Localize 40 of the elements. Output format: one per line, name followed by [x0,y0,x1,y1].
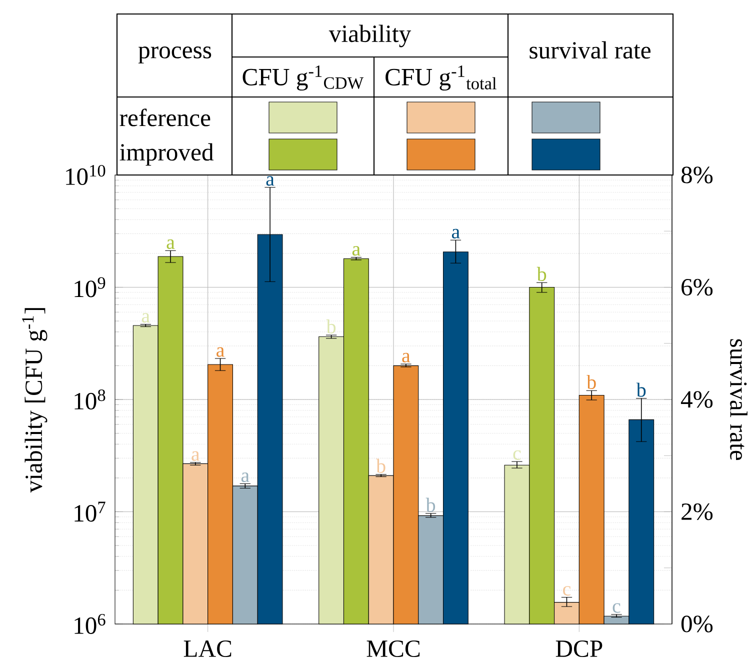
data-label: b [426,498,436,512]
legend-label: improved [120,143,214,166]
data-label: b [586,374,596,389]
y2-tick-label: 8% [681,166,713,184]
legend-title: process [138,46,212,64]
data-label: c [612,603,620,613]
y-tick-label: 10$^{10}$ [66,164,106,186]
y2-tick-label: 6% [682,278,713,296]
y-tick-label: 10$^{7}$ [74,502,106,522]
data-label: b [636,382,646,397]
x-tick-label: LAC [184,640,232,658]
y2-tick-label: 0% [681,616,713,632]
y-tick-label: 10$^{9}$ [74,277,106,298]
data-label: a [452,228,460,238]
text: CFU g$^{-1}$CDW [242,65,364,91]
text: survival rate [530,41,650,59]
data-label: a [142,313,150,323]
data-label: b [376,458,386,473]
y2-axis-title: survival rate [730,339,748,460]
x-tick-label: DCP [556,640,602,658]
y-tick-label: 10$^{8}$ [74,389,106,410]
x-tick-label: MCC [366,640,420,658]
text: CFU g$^{-1}$total [386,65,496,91]
data-label: a [352,246,360,256]
legend-label: reference [120,108,210,126]
y-axis-title: viability [CFU g$^{-1}$] [22,308,48,493]
data-label: c [563,586,571,596]
data-label: a [192,451,200,461]
y-tick-label: 10$^{6}$ [74,614,106,634]
data-label: a [166,239,175,249]
data-label: a [241,472,250,482]
y2-tick-label: 2% [682,503,713,520]
text: viability [328,24,412,48]
data-label: b [326,319,336,334]
data-label: a [402,352,410,362]
data-label: b [536,266,546,281]
y2-tick-label: 4% [680,391,713,408]
data-label: c [513,450,521,460]
data-label: a [266,176,274,186]
data-label: a [216,347,224,357]
